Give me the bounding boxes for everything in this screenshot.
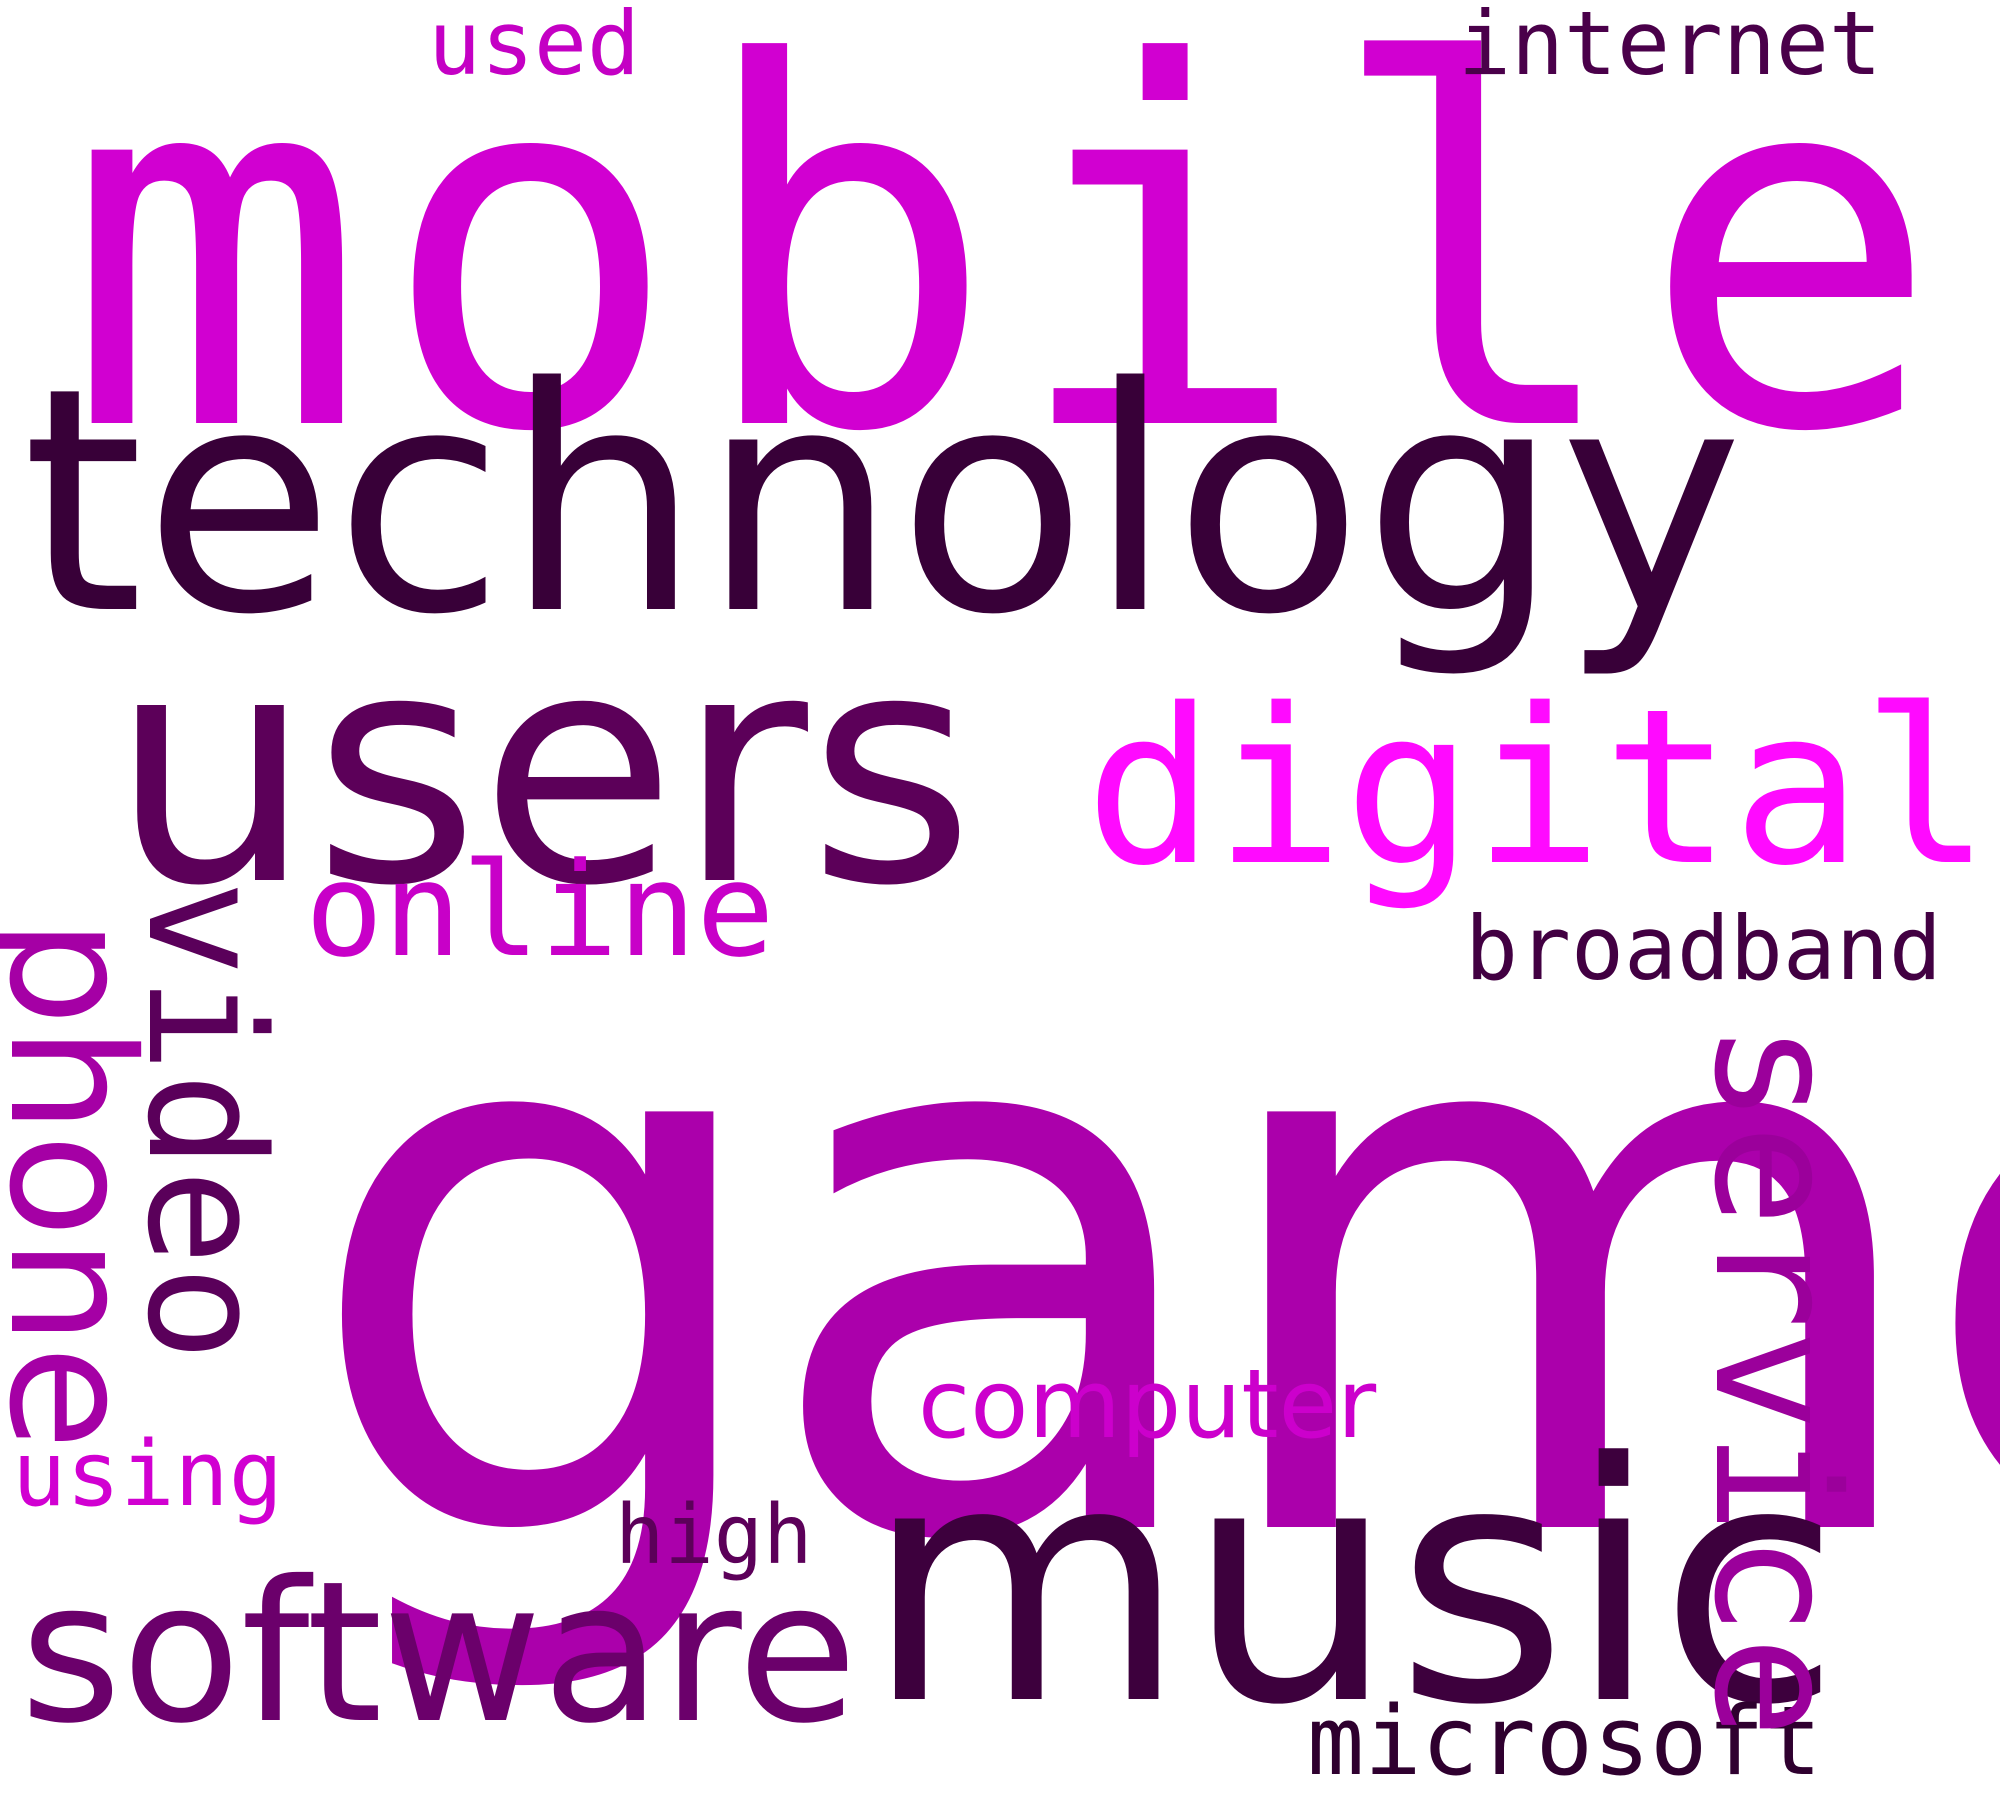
word-used: used [428, 0, 640, 95]
word-video: video [112, 880, 299, 1362]
word-digital: digital [1085, 662, 1992, 913]
word-computer: computer [918, 1350, 1377, 1460]
word-technology: technology [22, 322, 1744, 683]
word-users: users [110, 584, 975, 956]
word-game: game [300, 823, 2000, 1707]
word-software: software [20, 1539, 858, 1766]
word-online: online [305, 834, 775, 986]
word-internet: internet [1458, 0, 1882, 95]
word-broadband: broadband [1465, 897, 1942, 1000]
word-using: using [12, 1422, 283, 1527]
word-mobile: mobile [65, 0, 1956, 541]
word-service: service [1676, 1022, 1874, 1739]
word-music: music [865, 1393, 1841, 1777]
word-microsoft: microsoft [1307, 1687, 1822, 1797]
word-high: high [615, 1488, 813, 1583]
